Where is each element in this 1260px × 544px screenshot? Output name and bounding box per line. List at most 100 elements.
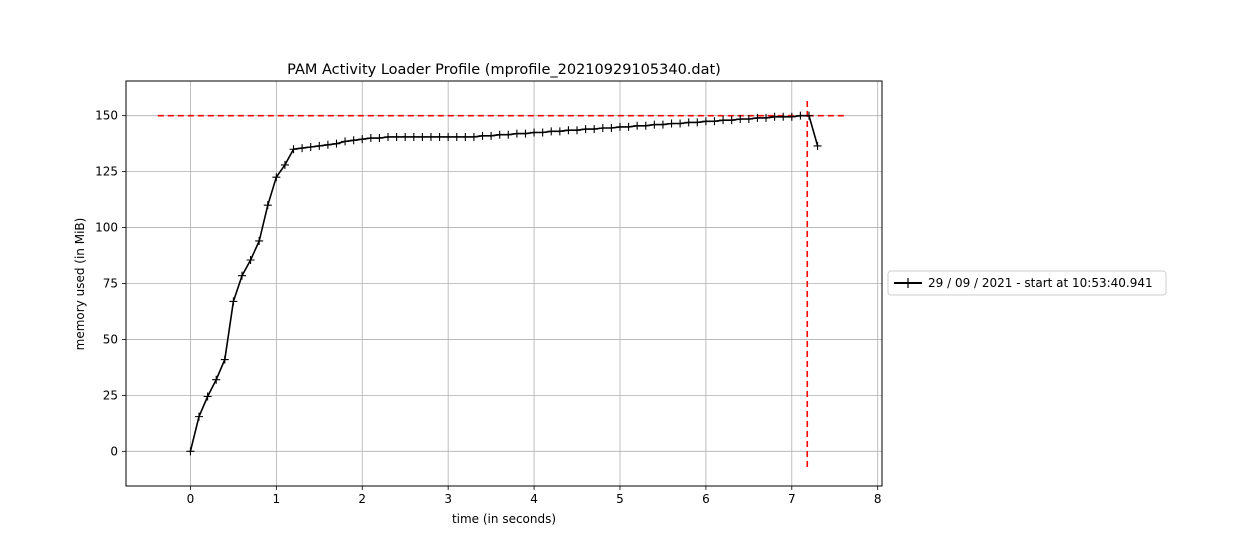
y-tick-label: 75 [103, 277, 118, 291]
x-tick-label: 7 [788, 492, 796, 506]
data-point [813, 141, 822, 150]
data-point [255, 236, 264, 245]
series-layer [186, 111, 822, 456]
data-point [246, 256, 255, 265]
data-point [770, 112, 779, 121]
data-point [341, 137, 350, 146]
data-point [203, 392, 212, 401]
data-point [779, 112, 788, 121]
data-point [607, 123, 616, 132]
data-point [555, 127, 564, 136]
x-tick-label: 8 [874, 492, 882, 506]
data-point [444, 132, 453, 141]
data-point [186, 447, 195, 456]
data-point [289, 145, 298, 154]
x-tick-label: 2 [358, 492, 366, 506]
data-point [409, 132, 418, 141]
data-point [349, 136, 358, 145]
data-point [418, 132, 427, 141]
data-point [650, 120, 659, 129]
data-point [306, 143, 315, 152]
y-tick-label: 125 [95, 165, 118, 179]
data-point [469, 132, 478, 141]
data-point [392, 132, 401, 141]
data-point [641, 121, 650, 130]
data-point [478, 131, 487, 140]
data-point [521, 129, 530, 138]
y-tick-label: 50 [103, 332, 118, 346]
data-point [212, 375, 221, 384]
data-point [676, 119, 685, 128]
data-point [375, 134, 384, 143]
data-point [504, 130, 513, 139]
data-point [512, 129, 521, 138]
data-point [538, 128, 547, 137]
data-point [753, 113, 762, 122]
legend-marker-swatch [903, 278, 913, 288]
data-point [719, 116, 728, 125]
y-tick-label: 0 [110, 444, 118, 458]
x-tick-label: 6 [702, 492, 710, 506]
data-point [401, 132, 410, 141]
data-point [787, 112, 796, 121]
data-point [564, 126, 573, 135]
data-point [804, 111, 813, 120]
x-tick-label: 3 [444, 492, 452, 506]
data-point [581, 125, 590, 134]
data-point [384, 132, 393, 141]
data-point [701, 117, 710, 126]
data-point [452, 132, 461, 141]
data-point [727, 116, 736, 125]
y-tick-label: 100 [95, 221, 118, 235]
data-point [495, 130, 504, 139]
y-axis-label: memory used (in MiB) [73, 218, 87, 351]
data-point [710, 117, 719, 126]
data-point [229, 297, 238, 306]
data-point [426, 132, 435, 141]
data-point [280, 160, 289, 169]
data-point [615, 122, 624, 131]
data-point [796, 111, 805, 120]
y-tick-label: 25 [103, 388, 118, 402]
data-point [195, 412, 204, 421]
data-point [624, 122, 633, 131]
data-point [272, 173, 281, 182]
x-tick-label: 0 [187, 492, 195, 506]
data-point [435, 132, 444, 141]
x-axis: 0 1 2 3 4 5 6 7 8 [187, 486, 882, 506]
x-tick-label: 1 [273, 492, 281, 506]
data-point [573, 126, 582, 135]
data-point [220, 355, 229, 364]
data-point [358, 135, 367, 144]
legend: 29 / 09 / 2021 - start at 10:53:40.941 [887, 270, 1167, 296]
data-point [366, 134, 375, 143]
y-tick-label: 150 [95, 109, 118, 123]
data-point [323, 140, 332, 149]
legend-box [887, 270, 1167, 296]
data-point [684, 118, 693, 127]
data-point [633, 121, 642, 130]
data-point [598, 123, 607, 132]
data-point [298, 144, 307, 153]
data-point [237, 271, 246, 280]
legend-label: 29 / 09 / 2021 - start at 10:53:40.941 [928, 276, 1153, 290]
data-point [667, 119, 676, 128]
data-point [263, 201, 272, 210]
x-axis-label: time (in seconds) [452, 512, 556, 526]
data-point [590, 125, 599, 134]
data-point [736, 115, 745, 124]
data-point [693, 118, 702, 127]
chart-title: PAM Activity Loader Profile (mprofile_20… [287, 62, 721, 78]
data-point [744, 115, 753, 124]
annotations [157, 97, 848, 467]
data-point [315, 141, 324, 150]
data-point [762, 113, 771, 122]
grid [126, 81, 882, 486]
x-tick-label: 5 [616, 492, 624, 506]
y-axis: 0 25 50 75 100 125 150 [95, 109, 126, 458]
data-point [332, 139, 341, 148]
data-point [547, 127, 556, 136]
data-point [530, 128, 539, 137]
